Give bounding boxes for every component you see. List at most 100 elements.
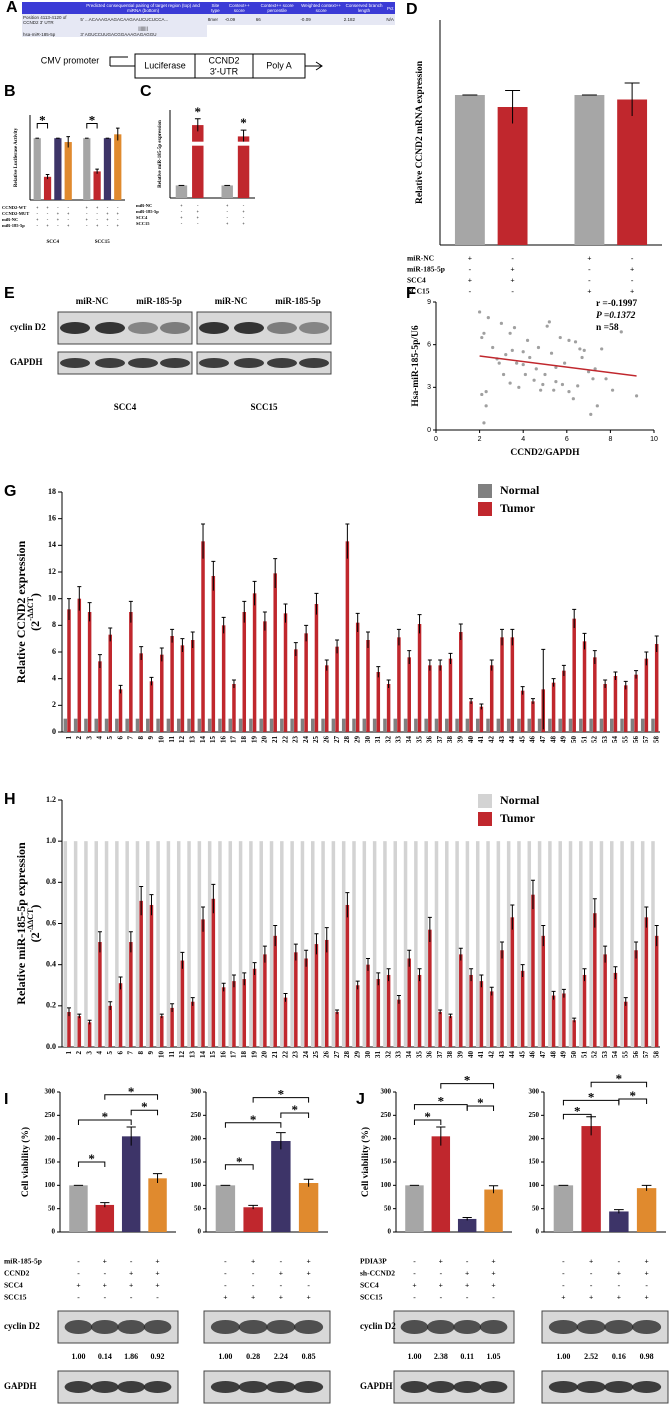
- bar: [341, 718, 346, 732]
- x-tick-label: 45: [518, 736, 526, 744]
- bar: [67, 1012, 71, 1047]
- band: [266, 1381, 296, 1393]
- bar: [403, 718, 408, 732]
- error-bar: [603, 679, 608, 688]
- error-bar: [634, 941, 639, 959]
- condition-mark: -: [96, 217, 98, 222]
- condition-mark: -: [280, 1257, 283, 1266]
- significance: *: [629, 1088, 636, 1103]
- x-tick-label: 25: [312, 1051, 320, 1059]
- band: [400, 1320, 429, 1334]
- bar: [192, 125, 204, 198]
- condition-mark: +: [491, 1281, 495, 1290]
- bar: [479, 706, 484, 732]
- bar: [603, 684, 607, 732]
- bar: [259, 718, 263, 732]
- condition-mark: +: [468, 254, 472, 263]
- error-bar: [365, 631, 370, 648]
- header-cell: Site type: [206, 2, 224, 14]
- bar: [118, 983, 123, 1047]
- band: [299, 322, 329, 334]
- x-tick-label: 18: [240, 1051, 248, 1059]
- bracket: [130, 1109, 159, 1116]
- bar: [280, 841, 284, 1047]
- point: [521, 350, 525, 354]
- error-bar: [623, 680, 628, 690]
- condition-mark: +: [67, 223, 70, 228]
- band: [632, 1320, 662, 1334]
- table-cell: [22, 25, 80, 31]
- point: [484, 404, 488, 408]
- bar: [558, 718, 562, 732]
- element: CCND2: [208, 55, 239, 65]
- table-cell: -0.09: [223, 14, 255, 25]
- point: [552, 388, 556, 392]
- error-bar: [252, 580, 257, 606]
- band: [160, 358, 190, 368]
- bar: [581, 1126, 601, 1232]
- x-tick-label: 38: [446, 736, 454, 744]
- error-bar: [95, 168, 99, 174]
- bracket: [466, 1105, 495, 1111]
- band: [426, 1320, 455, 1334]
- band-quantity: 1.00: [407, 1352, 421, 1361]
- band: [64, 1320, 93, 1334]
- error-bar: [201, 906, 206, 932]
- x-tick-label: 14: [199, 1051, 207, 1059]
- error-bar: [624, 82, 640, 116]
- condition-mark: +: [223, 1293, 227, 1302]
- bar: [428, 929, 432, 1047]
- condition-mark: -: [631, 254, 634, 263]
- error-bar: [66, 1007, 71, 1017]
- significance: *: [195, 104, 202, 119]
- x-tick-label: 52: [591, 1051, 599, 1059]
- condition-mark: +: [468, 276, 472, 285]
- significance: *: [89, 112, 96, 127]
- table-cell: -0.09: [299, 14, 343, 25]
- bar: [197, 718, 202, 732]
- error-bar: [303, 1178, 314, 1187]
- condition-name: SCC15: [136, 221, 150, 226]
- point: [558, 335, 562, 340]
- bar: [129, 612, 133, 732]
- band: [294, 1381, 324, 1393]
- y-tick-label: 200: [529, 1134, 540, 1142]
- row-label: cyclin D2: [10, 322, 46, 332]
- bar: [135, 718, 140, 732]
- point: [554, 365, 558, 370]
- error-bar: [66, 598, 71, 620]
- bar: [654, 935, 659, 1047]
- point: [534, 367, 538, 371]
- x-tick-label: 46: [529, 1051, 537, 1059]
- bar: [149, 904, 154, 1047]
- y-axis-label: Relative CCND2 mRNA expression: [415, 60, 425, 204]
- point: [543, 372, 547, 377]
- band: [267, 322, 297, 334]
- bar: [176, 841, 181, 1047]
- x-tick-label: 46: [529, 736, 537, 744]
- point: [510, 348, 514, 352]
- significance: *: [240, 115, 247, 130]
- bar: [609, 1211, 629, 1232]
- bar: [431, 1136, 451, 1232]
- bar: [190, 640, 195, 732]
- x-tick-label: 5: [106, 736, 114, 740]
- bar: [249, 718, 253, 732]
- error-bar: [66, 136, 71, 148]
- condition-name: miR-185-5p: [2, 223, 25, 228]
- band-quantity: 1.05: [487, 1352, 501, 1361]
- band: [267, 358, 297, 368]
- bar: [125, 841, 129, 1047]
- error-bar: [262, 945, 267, 963]
- y-axis-label: Relative CCND2 expression(2-ΔΔCT): [14, 540, 42, 683]
- bar: [497, 107, 528, 245]
- bar: [517, 718, 521, 732]
- bar: [613, 972, 618, 1047]
- annotation: P =0.1372: [596, 311, 636, 321]
- condition-mark: -: [466, 1293, 469, 1302]
- error-bar: [613, 966, 618, 980]
- bar: [558, 841, 562, 1047]
- error-bar: [152, 1173, 163, 1183]
- error-bar: [436, 1126, 446, 1146]
